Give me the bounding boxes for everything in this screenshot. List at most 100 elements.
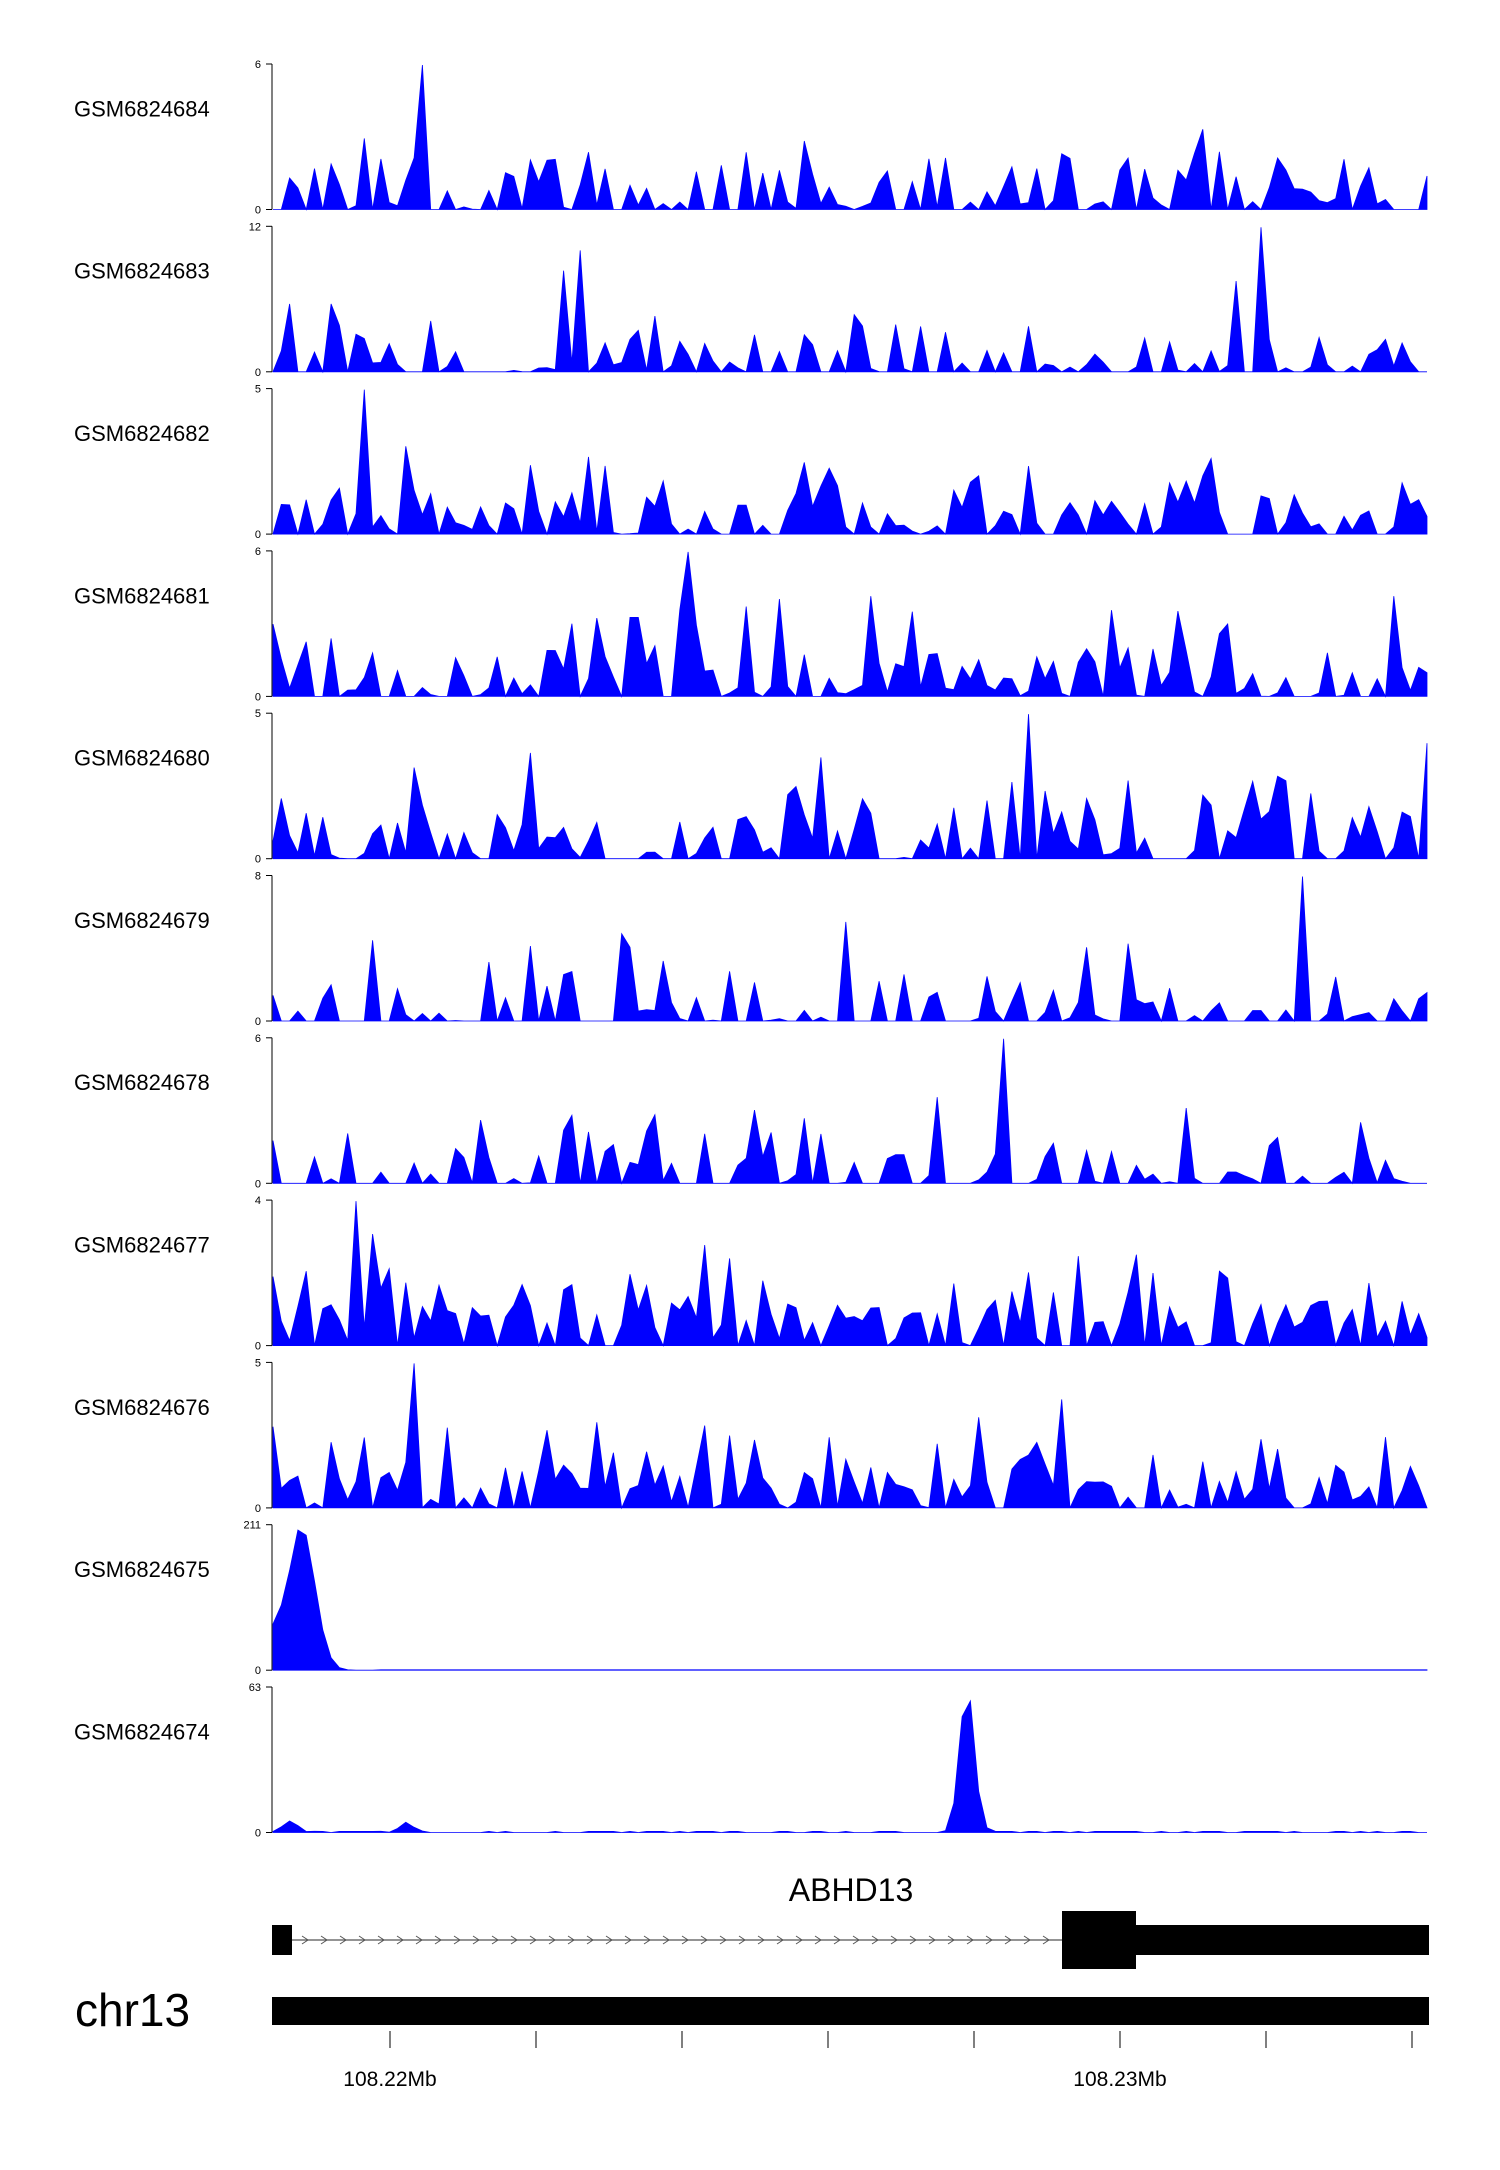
- strand-arrow: [1042, 1935, 1050, 1945]
- strand-arrow: [396, 1935, 404, 1945]
- y-min-label: 0: [255, 1178, 261, 1190]
- y-max-label: 8: [255, 871, 261, 883]
- track-GSM6824674: GSM6824674 63 0: [74, 1682, 1427, 1840]
- strand-arrow: [1004, 1935, 1012, 1945]
- signal-area: [272, 551, 1428, 698]
- track-label: GSM6824679: [74, 908, 210, 933]
- chromosome-track: chr13: [75, 1984, 1429, 2036]
- strand-arrow: [757, 1935, 765, 1945]
- strand-arrow: [586, 1935, 594, 1945]
- axis-tick-label: 108.23Mb: [1073, 2068, 1166, 2091]
- strand-arrow: [415, 1935, 423, 1945]
- y-max-label: 6: [255, 1033, 261, 1045]
- strand-arrow: [909, 1935, 917, 1945]
- y-max-label: 4: [255, 1195, 261, 1207]
- gene-model-track: ABHD13: [272, 1872, 1429, 1969]
- y-min-label: 0: [255, 529, 261, 541]
- y-max-label: 211: [243, 1520, 261, 1532]
- strand-arrow: [681, 1935, 689, 1945]
- signal-area: [272, 876, 1428, 1023]
- gene-label-abhd13: ABHD13: [789, 1872, 914, 1908]
- y-min-label: 0: [255, 1016, 261, 1028]
- y-max-label: 5: [255, 708, 261, 720]
- signal-area: [273, 64, 1428, 211]
- y-min-label: 0: [255, 691, 261, 703]
- strand-arrow: [833, 1935, 841, 1945]
- strand-arrow: [719, 1935, 727, 1945]
- y-min-label: 0: [255, 1341, 261, 1353]
- track-label: GSM6824674: [74, 1719, 210, 1744]
- y-max-label: 5: [255, 384, 261, 396]
- strand-arrow: [339, 1935, 347, 1945]
- strand-arrow: [776, 1935, 784, 1945]
- strand-arrow: [377, 1935, 385, 1945]
- strand-arrow: [966, 1935, 974, 1945]
- strand-arrow: [320, 1935, 328, 1945]
- strand-arrow: [814, 1935, 822, 1945]
- strand-arrow: [947, 1935, 955, 1945]
- track-GSM6824675: GSM6824675 211 0: [74, 1520, 1428, 1677]
- signal-area: [272, 1699, 1427, 1833]
- strand-arrow: [605, 1935, 613, 1945]
- strand-arrow: [890, 1935, 898, 1945]
- y-max-label: 63: [249, 1682, 261, 1694]
- strand-arrow: [358, 1935, 366, 1945]
- track-label: GSM6824683: [74, 259, 210, 284]
- track-label: GSM6824678: [74, 1070, 210, 1095]
- track-label: GSM6824684: [74, 96, 210, 121]
- track-GSM6824684: GSM6824684 6 0: [74, 59, 1428, 217]
- track-label: GSM6824681: [74, 583, 210, 608]
- track-GSM6824681: GSM6824681 6 0: [74, 546, 1428, 703]
- track-GSM6824677: GSM6824677 4 0: [74, 1195, 1428, 1353]
- track-GSM6824676: GSM6824676 5 0: [74, 1357, 1428, 1515]
- strand-arrow: [453, 1935, 461, 1945]
- y-min-label: 0: [255, 854, 261, 866]
- strand-arrow: [852, 1935, 860, 1945]
- strand-arrow: [795, 1935, 803, 1945]
- track-label: GSM6824682: [74, 421, 210, 446]
- strand-arrow: [738, 1935, 746, 1945]
- chromosome-bar: [272, 1997, 1429, 2025]
- track-GSM6824682: GSM6824682 5 0: [74, 384, 1428, 541]
- signal-tracks: GSM682468460GSM6824683120GSM682468250GSM…: [74, 59, 1428, 1840]
- y-max-label: 12: [249, 221, 261, 233]
- signal-area: [272, 1363, 1428, 1510]
- strand-arrow: [548, 1935, 556, 1945]
- strand-arrow: [491, 1935, 499, 1945]
- strand-arrow: [871, 1935, 879, 1945]
- strand-arrow: [985, 1935, 993, 1945]
- signal-area: [272, 1201, 1428, 1348]
- gene-utr-exon: [1136, 1925, 1429, 1955]
- strand-arrow: [1023, 1935, 1031, 1945]
- signal-area: [272, 1038, 1427, 1185]
- y-max-label: 6: [255, 546, 261, 558]
- strand-arrow: [662, 1935, 670, 1945]
- signal-area: [272, 714, 1428, 861]
- strand-arrow: [567, 1935, 575, 1945]
- strand-arrow: [434, 1935, 442, 1945]
- strand-arrow: [301, 1935, 309, 1945]
- strand-arrow: [510, 1935, 518, 1945]
- axis-tick-label: 108.22Mb: [343, 2068, 436, 2091]
- gene-coding-exon: [1062, 1911, 1136, 1969]
- track-label: GSM6824680: [74, 746, 210, 771]
- y-min-label: 0: [255, 1665, 261, 1677]
- track-GSM6824680: GSM6824680 5 0: [74, 708, 1428, 866]
- track-GSM6824679: GSM6824679 8 0: [74, 871, 1428, 1028]
- strand-arrow: [928, 1935, 936, 1945]
- y-max-label: 5: [255, 1357, 261, 1369]
- signal-area: [272, 389, 1428, 536]
- track-label: GSM6824675: [74, 1557, 210, 1582]
- strand-arrow: [643, 1935, 651, 1945]
- genomic-axis: 108.22Mb 108.23Mb: [343, 2031, 1413, 2091]
- gene-exon-1: [272, 1925, 292, 1955]
- track-GSM6824683: GSM6824683 12 0: [74, 221, 1427, 379]
- strand-arrow: [700, 1935, 708, 1945]
- strand-arrow: [529, 1935, 537, 1945]
- y-min-label: 0: [255, 1503, 261, 1515]
- y-min-label: 0: [255, 367, 261, 379]
- track-label: GSM6824676: [74, 1395, 210, 1420]
- strand-arrow: [624, 1935, 632, 1945]
- track-GSM6824678: GSM6824678 6 0: [74, 1033, 1427, 1190]
